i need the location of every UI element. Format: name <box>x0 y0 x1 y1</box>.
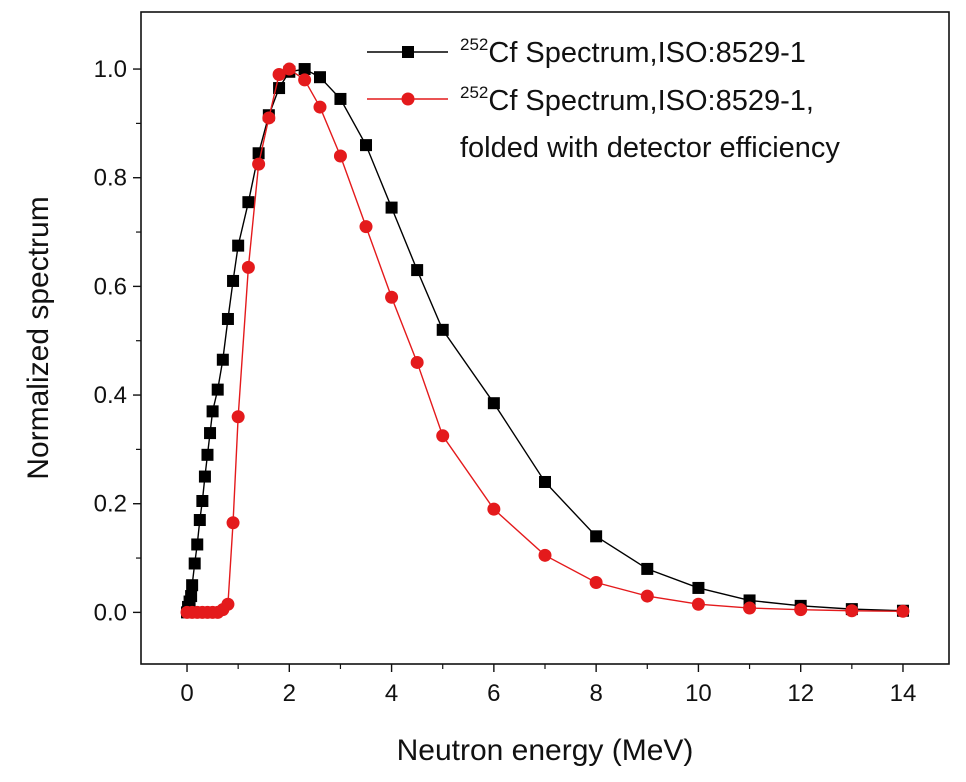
data-point-square <box>186 579 199 592</box>
data-point-square <box>198 470 211 483</box>
y-tick-label: 0.0 <box>94 599 127 626</box>
data-point-square <box>411 264 424 277</box>
y-tick-label: 0.2 <box>94 491 127 518</box>
legend-text-folded: Cf Spectrum,ISO:8529-1, <box>488 85 814 117</box>
legend-label-folded-line2: folded with detector efficiency <box>460 132 840 164</box>
legend-marker-circle <box>401 92 415 106</box>
x-axis-title: Neutron energy (MeV) <box>397 734 694 767</box>
data-point-square <box>334 92 347 105</box>
data-point-circle <box>589 576 603 589</box>
data-point-circle <box>221 597 235 611</box>
data-point-square <box>193 514 206 527</box>
data-point-square <box>221 312 234 325</box>
legend-text-iso: Cf Spectrum,ISO:8529-1 <box>488 37 806 69</box>
data-point-circle <box>252 157 266 171</box>
data-point-square <box>436 323 449 336</box>
legend: 252Cf Spectrum,ISO:8529-1 252Cf Spectrum… <box>367 35 840 164</box>
data-point-circle <box>333 149 347 163</box>
data-point-square <box>242 196 255 209</box>
x-tick-label: 12 <box>787 680 814 707</box>
data-point-circle <box>298 73 312 87</box>
data-point-square <box>188 557 201 570</box>
legend-entry-folded: 252Cf Spectrum,ISO:8529-1, folded with d… <box>367 83 840 164</box>
data-point-circle <box>691 597 705 611</box>
data-point-circle <box>794 603 808 617</box>
data-point-square <box>204 427 217 440</box>
data-point-circle <box>896 604 910 618</box>
legend-entry-iso: 252Cf Spectrum,ISO:8529-1 <box>367 35 806 69</box>
data-point-circle <box>385 290 399 304</box>
data-point-circle <box>743 601 757 615</box>
x-tick-label: 2 <box>283 680 296 707</box>
legend-sup-iso: 252 <box>460 35 488 54</box>
data-point-square <box>216 353 229 366</box>
data-point-circle <box>538 548 552 562</box>
data-point-circle <box>272 67 286 81</box>
x-tick-label: 4 <box>385 680 398 707</box>
data-point-circle <box>226 516 240 530</box>
x-tick-label: 0 <box>180 680 193 707</box>
legend-sup-folded: 252 <box>460 83 488 102</box>
data-point-square <box>692 581 705 594</box>
data-point-square <box>196 495 209 507</box>
data-point-square <box>641 562 654 575</box>
x-tick-label: 14 <box>890 680 917 707</box>
data-point-square <box>252 147 265 160</box>
data-point-square <box>539 475 551 488</box>
data-point-square <box>232 239 245 252</box>
data-point-square <box>313 71 326 84</box>
data-point-circle <box>487 502 501 516</box>
series-iso-spectrum <box>181 63 909 619</box>
y-tick-label: 0.8 <box>94 165 127 192</box>
data-point-circle <box>282 62 296 76</box>
data-point-square <box>227 274 240 287</box>
data-point-square <box>360 139 373 152</box>
data-point-square <box>211 383 224 396</box>
data-point-square <box>206 405 219 418</box>
data-point-circle <box>231 410 245 424</box>
series-layer <box>180 62 910 619</box>
data-point-square <box>385 201 398 214</box>
data-point-circle <box>262 111 276 125</box>
data-point-circle <box>241 260 255 274</box>
x-axis-ticks: 0 2 4 6 8 10 12 14 <box>180 664 916 707</box>
y-axis-title: Normalized spectrum <box>22 196 55 479</box>
data-point-square <box>185 590 198 603</box>
series-folded-spectrum <box>180 62 910 619</box>
x-tick-label: 6 <box>487 680 500 707</box>
legend-marker-square <box>402 46 414 58</box>
data-point-circle <box>436 429 450 443</box>
data-point-square <box>191 538 204 551</box>
data-point-circle <box>640 589 654 603</box>
x-tick-label: 8 <box>589 680 602 707</box>
data-point-circle <box>410 355 424 369</box>
legend-label-folded: 252Cf Spectrum,ISO:8529-1, <box>460 83 814 117</box>
y-tick-label: 0.6 <box>94 273 127 300</box>
data-point-square <box>487 397 500 410</box>
x-tick-label: 10 <box>685 680 712 707</box>
data-point-square <box>590 530 603 543</box>
y-tick-label: 0.4 <box>94 382 127 409</box>
y-axis-ticks: 0.0 0.2 0.4 0.6 0.8 1.0 <box>94 56 141 626</box>
data-point-square <box>201 448 214 461</box>
data-point-circle <box>845 604 859 618</box>
y-tick-label: 1.0 <box>94 56 127 83</box>
legend-label-iso: 252Cf Spectrum,ISO:8529-1 <box>460 35 806 69</box>
data-point-circle <box>313 100 327 114</box>
data-point-square <box>298 63 311 76</box>
data-point-circle <box>359 220 373 234</box>
